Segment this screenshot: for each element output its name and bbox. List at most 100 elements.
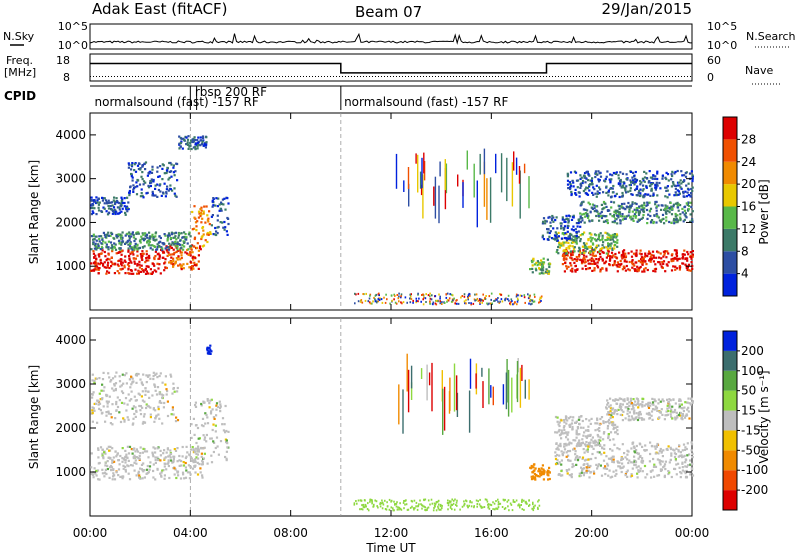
power-cell [212, 233, 215, 236]
velocity-cell [190, 423, 193, 426]
velocity-cell [433, 502, 436, 505]
velocity-cell [109, 445, 112, 448]
velocity-cell [648, 401, 651, 404]
velocity-cell [158, 391, 161, 394]
power-cell [180, 264, 184, 267]
power-cell [586, 187, 589, 190]
power-cell [465, 302, 467, 305]
power-cell [651, 219, 654, 222]
velocity-cell [584, 435, 587, 438]
power-cell [496, 298, 498, 301]
power-cell [583, 246, 586, 249]
velocity-cell [629, 397, 632, 400]
velocity-cell [356, 502, 358, 505]
velocity-cell [181, 445, 184, 449]
power-cell [602, 207, 605, 210]
velocity-cell [224, 431, 227, 434]
power-cell [538, 272, 541, 275]
velocity-cell [504, 498, 506, 501]
power-cell [601, 236, 604, 240]
velocity-cell [90, 452, 93, 455]
power-cell [137, 162, 141, 165]
velocity-cell [626, 453, 629, 456]
velocity-cell [208, 402, 211, 405]
power-cell [161, 247, 164, 250]
power-cell [541, 264, 544, 267]
velocity-cell [186, 451, 189, 454]
power-cell [581, 201, 584, 204]
power-cell [134, 268, 137, 271]
power-cell [578, 191, 581, 194]
velocity-cell [124, 468, 127, 471]
power-cell [151, 190, 154, 193]
velocity-cell [97, 447, 100, 450]
power-cell [170, 170, 173, 173]
power-cell [140, 264, 143, 267]
velocity-cell [195, 456, 198, 459]
velocity-cell [132, 448, 135, 451]
velocity-cell [416, 508, 419, 511]
power-cell [158, 175, 161, 178]
velocity-cell [159, 372, 162, 375]
power-cell [215, 233, 218, 237]
velocity-cell [539, 472, 542, 475]
velocity-cell [586, 448, 589, 451]
power-cell [650, 257, 653, 260]
power-cell [649, 255, 652, 259]
velocity-cell [104, 471, 107, 474]
power-cell [191, 228, 194, 231]
power-cell [542, 272, 545, 275]
power-cell [179, 264, 182, 267]
power-cell [529, 299, 531, 302]
velocity-cell [666, 447, 669, 451]
power-cell [593, 269, 596, 272]
velocity-cell [691, 452, 694, 455]
power-cell [665, 216, 668, 219]
power-cell [452, 299, 454, 302]
velocity-cell [213, 417, 216, 420]
velocity-cell [124, 465, 127, 468]
velocity-cell [196, 448, 199, 451]
power-cell [182, 137, 185, 140]
velocity-cell [612, 438, 615, 441]
power-cell [95, 245, 98, 248]
power-cell [517, 294, 519, 297]
power-cell [179, 142, 182, 145]
velocity-cell [589, 422, 592, 425]
velocity-cell [674, 458, 677, 461]
power-cell [195, 143, 198, 146]
velocity-cell [609, 448, 612, 451]
velocity-cell [122, 391, 125, 395]
velocity-cell [203, 436, 207, 439]
velocity-cell [426, 507, 429, 510]
power-cell [630, 181, 633, 184]
power-cell [116, 206, 119, 209]
power-cell [163, 172, 166, 175]
power-cell [656, 250, 659, 253]
power-cell [661, 266, 664, 269]
power-cell [176, 241, 179, 244]
power-cell [673, 172, 676, 175]
power-cell [182, 240, 185, 243]
power-cell [116, 201, 119, 204]
power-streak [419, 171, 422, 189]
velocity-cell [187, 464, 190, 467]
power-cell [648, 180, 651, 183]
power-cell [597, 170, 600, 173]
velocity-cell [606, 464, 610, 467]
velocity-cell [156, 386, 160, 389]
power-cell [517, 299, 519, 301]
velocity-cell [626, 406, 629, 409]
velocity-cell [578, 444, 581, 447]
power-cell [216, 214, 219, 217]
power-cell [556, 239, 559, 242]
power-cell [148, 235, 152, 238]
velocity-cell [403, 507, 405, 510]
power-cell [640, 217, 643, 220]
velocity-cell [647, 401, 650, 404]
velocity-cell [219, 410, 222, 413]
velocity-cell [689, 473, 692, 476]
velocity-cell [363, 506, 366, 509]
velocity-cell [160, 393, 163, 396]
power-cell [687, 263, 691, 266]
